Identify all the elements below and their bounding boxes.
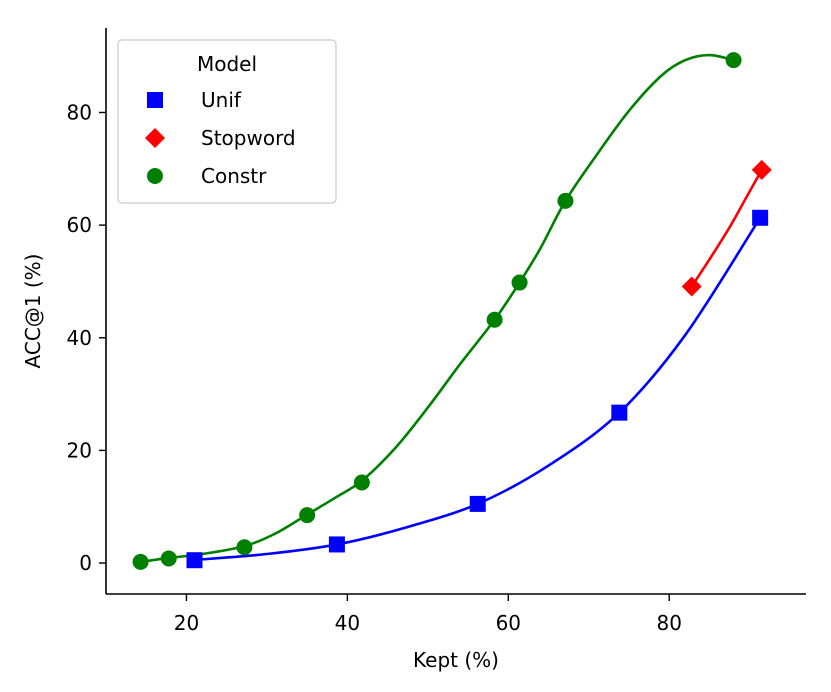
y-tick-label: 0 [79,551,92,575]
y-tick-label: 60 [67,213,92,237]
data-point-constr [557,192,574,209]
legend-marker-unif [147,92,163,108]
data-point-constr [486,311,503,328]
data-point-constr [236,539,253,556]
legend-frame [117,39,337,204]
data-point-unif [752,209,769,226]
legend-marker-stopword [145,128,165,148]
y-ticks: 0 20 40 60 80 [67,100,106,575]
series-line-constr [140,53,734,564]
legend-label-unif: Unif [201,88,242,112]
x-axis-label: Kept (%) [413,648,499,672]
legend: Model Unif Stopword Constr [117,39,337,204]
data-point-unif [186,552,203,569]
y-tick-label: 40 [67,326,92,350]
x-tick-label: 60 [496,611,521,635]
data-point-stopword [681,276,702,297]
legend-label-constr: Constr [201,164,267,188]
data-point-stopword [751,159,772,180]
data-point-unif [469,495,486,512]
data-point-constr [353,474,370,491]
x-tick-label: 40 [335,611,360,635]
data-point-unif [328,536,345,553]
legend-marker-constr [147,168,163,184]
legend-entries: Unif Stopword Constr [145,88,296,188]
series-line-stopword [690,169,763,288]
x-tick-label: 20 [174,611,199,635]
data-point-constr [160,550,177,567]
y-tick-label: 20 [67,438,92,462]
data-point-unif [611,404,628,421]
y-axis-label: ACC@1 (%) [21,254,45,369]
legend-label-stopword: Stopword [201,126,296,150]
y-tick-label: 80 [67,100,92,124]
x-ticks: 20 40 60 80 [174,594,682,635]
x-tick-label: 80 [656,611,681,635]
data-point-constr [299,507,316,524]
series-line-unif [194,217,762,562]
plot-area [132,52,772,570]
data-point-constr [725,52,742,69]
data-point-constr [132,553,149,570]
legend-title: Model [197,52,257,76]
data-point-constr [511,274,528,291]
